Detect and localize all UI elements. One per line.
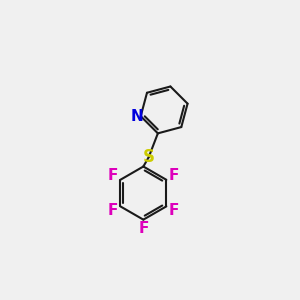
Text: F: F: [138, 221, 148, 236]
Text: N: N: [130, 109, 143, 124]
Text: S: S: [143, 148, 155, 166]
Text: F: F: [108, 168, 118, 183]
Text: F: F: [108, 203, 118, 218]
Text: F: F: [169, 203, 179, 218]
Text: F: F: [169, 168, 179, 183]
